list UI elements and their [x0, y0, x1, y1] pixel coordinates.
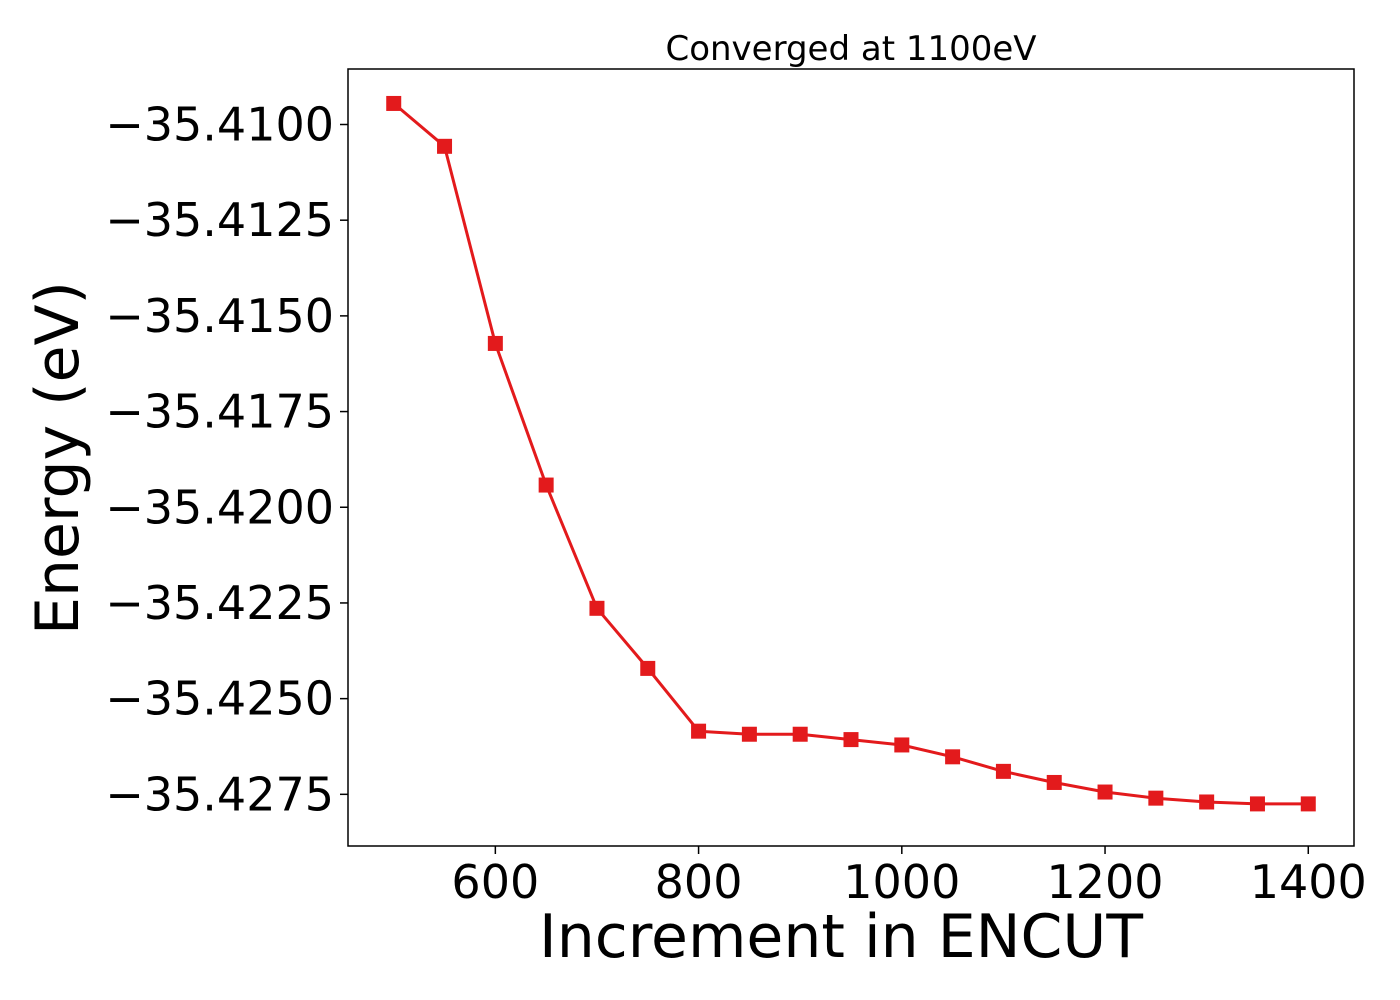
y-axis-title: Energy (eV): [23, 281, 93, 635]
data-point: [640, 660, 656, 676]
y-tick-label: −35.4250: [105, 672, 334, 726]
plot-background: [348, 69, 1354, 846]
y-tick-label: −35.4175: [105, 385, 334, 439]
data-point: [792, 726, 808, 742]
data-point: [894, 737, 910, 753]
x-tick-label: 1400: [1250, 855, 1367, 909]
x-tick-label: 1000: [843, 855, 960, 909]
x-axis-title: Increment in ENCUT: [539, 902, 1143, 972]
data-point: [487, 335, 503, 351]
data-point: [995, 763, 1011, 779]
y-tick-label: −35.4225: [105, 576, 334, 630]
y-tick-label: −35.4200: [105, 480, 334, 534]
y-tick-label: −35.4125: [105, 193, 334, 247]
y-tick-label: −35.4100: [105, 98, 334, 152]
data-point: [741, 726, 757, 742]
data-point: [691, 723, 707, 739]
data-point: [1300, 796, 1316, 812]
y-tick-label: −35.4275: [105, 767, 334, 821]
data-point: [386, 95, 402, 111]
data-point: [1249, 796, 1265, 812]
data-point: [538, 477, 554, 493]
x-tick-label: 1200: [1047, 855, 1164, 909]
data-point: [437, 138, 453, 154]
plot-frame: [347, 68, 1355, 847]
chart-title: Converged at 1100eV: [665, 29, 1036, 69]
series-layer: [386, 95, 1316, 812]
x-axis-ticks: 600 800 1000 1200 1400: [451, 846, 1367, 909]
data-point: [945, 749, 961, 765]
data-point: [1097, 784, 1113, 800]
y-tick-label: −35.4150: [105, 289, 334, 343]
data-point: [589, 600, 605, 616]
data-point: [843, 732, 859, 748]
y-axis-ticks: −35.4100 −35.4125 −35.4150 −35.4175 −35.4200…: [105, 98, 348, 821]
data-point: [1046, 774, 1062, 790]
x-tick-label: 600: [451, 855, 539, 909]
x-tick-label: 800: [655, 855, 743, 909]
data-point: [1148, 790, 1164, 806]
data-point: [1199, 794, 1215, 810]
